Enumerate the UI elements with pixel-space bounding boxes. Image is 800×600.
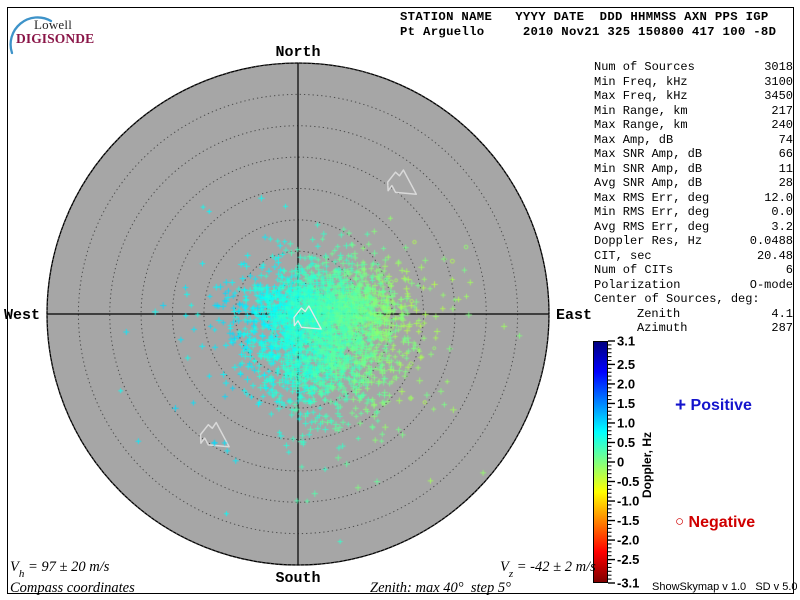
svg-text:3.1: 3.1 xyxy=(617,334,635,349)
svg-text:-1.5: -1.5 xyxy=(617,513,639,528)
svg-text:1.0: 1.0 xyxy=(617,415,635,430)
svg-text:-2.5: -2.5 xyxy=(617,552,639,567)
svg-text:-2.0: -2.0 xyxy=(617,533,639,548)
svg-text:2.5: 2.5 xyxy=(617,357,635,372)
svg-text:2.0: 2.0 xyxy=(617,376,635,391)
svg-text:1.5: 1.5 xyxy=(617,396,635,411)
svg-text:0.5: 0.5 xyxy=(617,435,635,450)
svg-text:-0.5: -0.5 xyxy=(617,474,639,489)
svg-text:Doppler, Hz: Doppler, Hz xyxy=(640,432,654,498)
svg-text:-1.0: -1.0 xyxy=(617,494,639,509)
svg-text:0: 0 xyxy=(617,455,624,470)
svg-text:-3.1: -3.1 xyxy=(617,576,639,591)
